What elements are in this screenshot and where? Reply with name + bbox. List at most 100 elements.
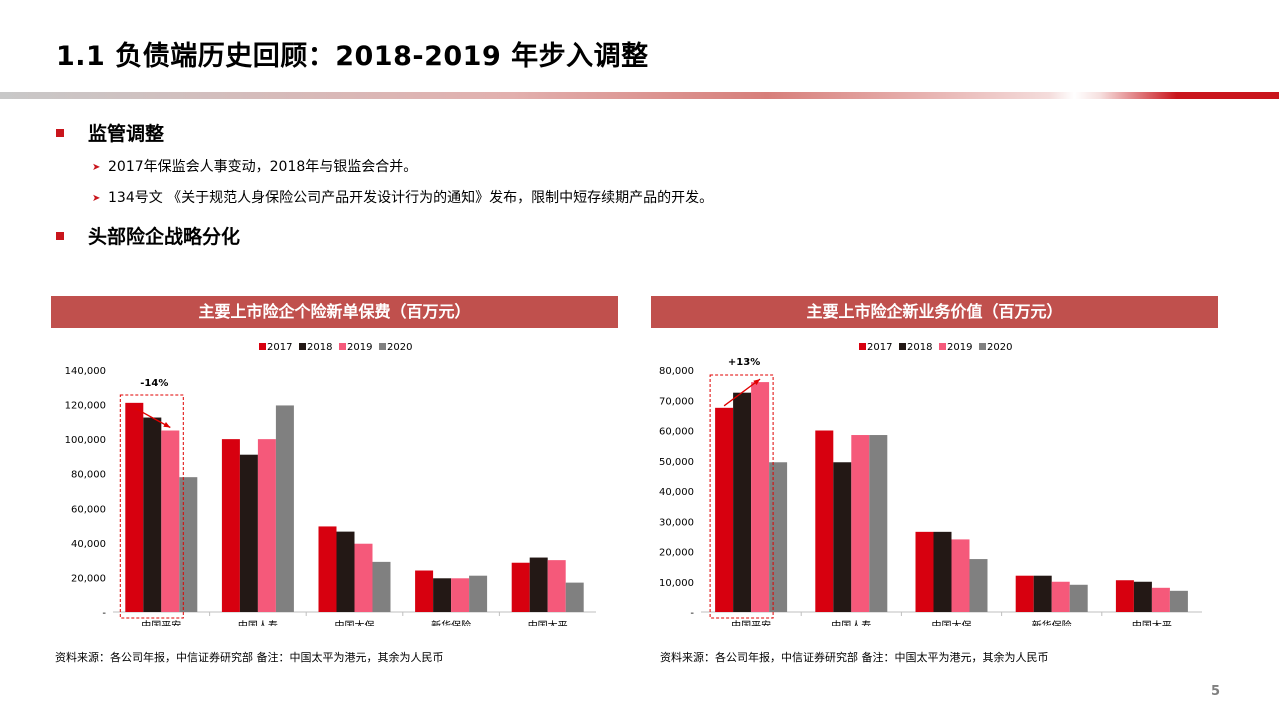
bar-2017 bbox=[715, 407, 734, 612]
x-tick-label: 中国人寿 bbox=[238, 619, 278, 626]
x-tick-label: 中国太平 bbox=[528, 619, 568, 626]
y-tick-label: 10,000 bbox=[659, 578, 694, 589]
chart-panel-new-premium: 主要上市险企个险新单保费（百万元） 2017 2018 2019 2020 - 20,00… bbox=[51, 296, 618, 626]
highlight-box bbox=[119, 394, 184, 619]
trend-arrow bbox=[723, 378, 761, 407]
title-divider bbox=[0, 92, 1279, 99]
legend-label: 2020 bbox=[987, 342, 1012, 353]
y-tick-label: 80,000 bbox=[71, 470, 106, 481]
arrow-bullet-icon: ➤ bbox=[92, 193, 101, 204]
bar-2020 bbox=[179, 477, 198, 612]
bar-2017 bbox=[1015, 575, 1034, 612]
x-tick-label: 中国太保 bbox=[335, 619, 375, 626]
bar-2019 bbox=[161, 430, 180, 612]
bar-2020 bbox=[469, 575, 488, 612]
x-tick-label: 新华保险 bbox=[1032, 619, 1072, 626]
legend-label: 2017 bbox=[267, 342, 292, 353]
bar-2018 bbox=[833, 462, 852, 612]
chart-title: 主要上市险企个险新单保费（百万元） bbox=[51, 296, 618, 328]
bar-2020 bbox=[869, 435, 888, 612]
y-tick-label: 40,000 bbox=[659, 487, 694, 498]
bar-2017 bbox=[815, 430, 834, 612]
x-tick-label: 中国平安 bbox=[141, 619, 181, 626]
bar-chart-new-premium: 2017 2018 2019 2020 - 20,000 40,000 60,000 80,00… bbox=[65, 342, 596, 626]
chart-legend: 2017 2018 2019 2020 bbox=[859, 342, 1012, 353]
trend-arrow-head-icon bbox=[753, 379, 761, 386]
bar-2018 bbox=[733, 392, 752, 612]
x-tick-label: 中国太保 bbox=[932, 619, 972, 626]
x-tick-label: 中国人寿 bbox=[831, 619, 871, 626]
chart-title: 主要上市险企新业务价值（百万元） bbox=[651, 296, 1218, 328]
bar-2017 bbox=[915, 531, 934, 612]
bar-2017 bbox=[318, 526, 337, 612]
bar-2019 bbox=[851, 435, 870, 612]
section-heading-strategy: 头部险企战略分化 bbox=[56, 222, 240, 249]
legend-label: 2017 bbox=[867, 342, 892, 353]
bar-2020 bbox=[372, 561, 391, 612]
legend-swatch bbox=[939, 343, 946, 350]
chart-panel-nbv: 主要上市险企新业务价值（百万元） 2017 2018 2019 2020 - 10,000… bbox=[651, 296, 1218, 626]
legend-swatch bbox=[979, 343, 986, 350]
legend-swatch bbox=[299, 343, 306, 350]
legend-label: 2019 bbox=[347, 342, 372, 353]
bar-2018 bbox=[143, 417, 162, 612]
legend-label: 2018 bbox=[907, 342, 932, 353]
trend-arrow bbox=[133, 407, 171, 429]
bar-2020 bbox=[969, 559, 988, 612]
legend-label: 2020 bbox=[387, 342, 412, 353]
legend-swatch bbox=[379, 343, 386, 350]
change-annotation: -14% bbox=[140, 378, 168, 389]
legend-swatch bbox=[259, 343, 266, 350]
square-bullet-icon bbox=[56, 231, 64, 240]
bullet-item: ➤ 2017年保监会人事变动，2018年与银监会合并。 bbox=[92, 159, 418, 175]
bar-2018 bbox=[1133, 581, 1152, 612]
legend-label: 2018 bbox=[307, 342, 332, 353]
bar-2017 bbox=[221, 439, 240, 612]
bar-2019 bbox=[547, 560, 566, 612]
bar-2017 bbox=[511, 562, 530, 612]
section-heading-regulation: 监管调整 bbox=[56, 119, 164, 146]
y-tick-label: 50,000 bbox=[659, 457, 694, 468]
source-note: 资料来源：各公司年报，中信证券研究部 备注：中国太平为港元，其余为人民币 bbox=[55, 651, 444, 664]
y-tick-label: - bbox=[102, 608, 106, 619]
bar-2020 bbox=[1069, 584, 1088, 612]
legend-swatch bbox=[339, 343, 346, 350]
bar-2019 bbox=[1051, 581, 1070, 612]
arrow-bullet-icon: ➤ bbox=[92, 162, 101, 173]
bar-2018 bbox=[933, 531, 952, 612]
bar-2018 bbox=[1033, 575, 1052, 612]
page-title: 1.1 负债端历史回顾：2018-2019 年步入调整 bbox=[56, 41, 649, 72]
bar-2020 bbox=[1169, 590, 1188, 612]
bar-2019 bbox=[951, 539, 970, 612]
bar-2019 bbox=[257, 439, 276, 612]
bar-2017 bbox=[415, 570, 434, 612]
bar-2019 bbox=[451, 578, 470, 612]
y-tick-label: 100,000 bbox=[65, 435, 106, 446]
x-tick-label: 中国太平 bbox=[1132, 619, 1172, 626]
legend-swatch bbox=[899, 343, 906, 350]
bar-2019 bbox=[751, 382, 770, 612]
y-tick-label: 120,000 bbox=[65, 401, 106, 412]
trend-arrow-head-icon bbox=[163, 422, 171, 428]
legend-label: 2019 bbox=[947, 342, 972, 353]
bar-2020 bbox=[565, 582, 584, 612]
y-tick-label: 40,000 bbox=[71, 539, 106, 550]
y-tick-label: 70,000 bbox=[659, 396, 694, 407]
y-tick-label: - bbox=[690, 608, 694, 619]
page-number: 5 bbox=[1211, 684, 1221, 699]
bar-2019 bbox=[1151, 587, 1170, 612]
y-tick-label: 30,000 bbox=[659, 517, 694, 528]
legend-swatch bbox=[859, 343, 866, 350]
bar-chart-nbv: 2017 2018 2019 2020 - 10,000 20,000 30,000 40,00… bbox=[659, 342, 1202, 626]
bar-2018 bbox=[239, 454, 258, 612]
y-tick-label: 80,000 bbox=[659, 366, 694, 377]
bar-2018 bbox=[433, 578, 452, 612]
chart-legend: 2017 2018 2019 2020 bbox=[259, 342, 412, 353]
change-annotation: +13% bbox=[728, 357, 760, 368]
bar-2017 bbox=[1115, 580, 1134, 612]
source-note: 资料来源：各公司年报，中信证券研究部 备注：中国太平为港元，其余为人民币 bbox=[660, 651, 1049, 664]
bar-2020 bbox=[769, 462, 788, 612]
bar-2020 bbox=[275, 405, 294, 612]
y-tick-label: 140,000 bbox=[65, 366, 106, 377]
bar-2017 bbox=[125, 402, 144, 612]
